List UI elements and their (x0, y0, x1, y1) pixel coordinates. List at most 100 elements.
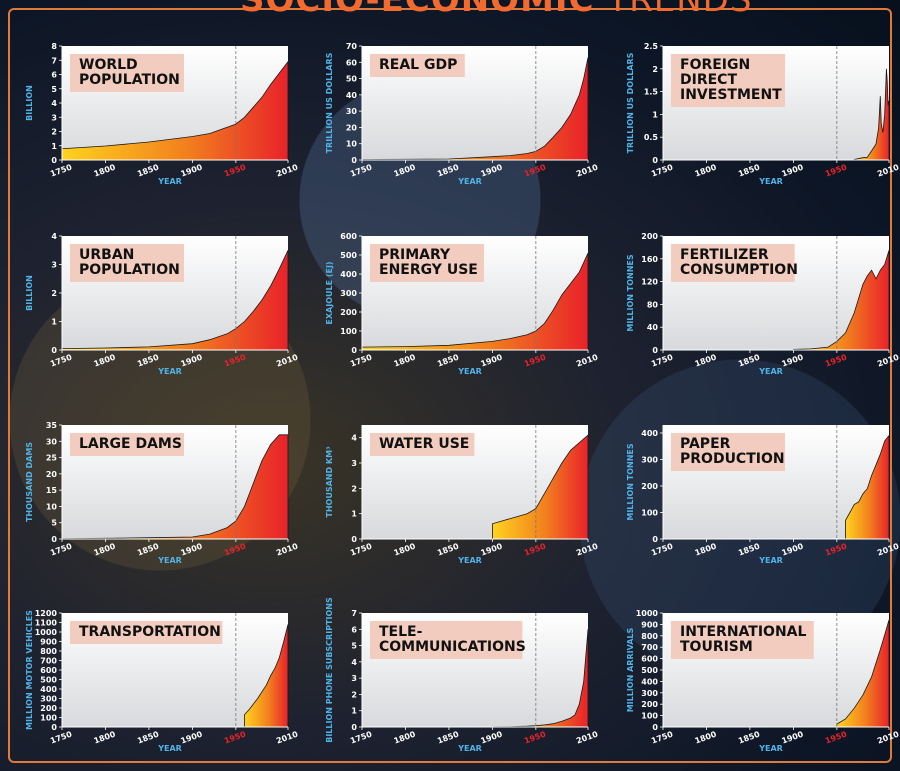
x-axis-label: YEAR (758, 556, 783, 565)
y-tick-label: 0 (652, 346, 658, 355)
y-tick-label: 2.5 (644, 42, 659, 51)
y-tick-label: 500 (340, 251, 357, 260)
y-tick-label: 3 (351, 674, 357, 683)
y-tick-label: 0 (652, 156, 658, 165)
frame-border (8, 8, 892, 763)
x-tick-label: 1950 (523, 352, 547, 368)
y-tick-label: 300 (340, 289, 357, 298)
x-axis-label: YEAR (758, 177, 783, 186)
y-tick-label: 800 (641, 632, 658, 641)
series-area (61, 434, 289, 540)
x-axis-label: YEAR (157, 744, 182, 753)
x-tick-label: 1800 (93, 162, 117, 178)
x-tick-label: 1900 (781, 162, 805, 178)
x-tick-label: 1850 (737, 541, 761, 557)
y-tick-label: 0 (652, 535, 658, 544)
x-tick-label: 1800 (393, 729, 417, 745)
chart-title-line: DIRECT (680, 72, 737, 88)
x-tick-label: 1850 (436, 729, 460, 745)
chart-title: PRIMARY ENERGY USE (379, 247, 478, 278)
y-tick-label: 600 (641, 655, 658, 664)
y-tick-label: 100 (340, 327, 357, 336)
x-tick-label: 1950 (824, 729, 848, 745)
y-tick-label: 20 (46, 470, 58, 479)
y-tick-label: 0 (51, 156, 57, 165)
y-axis-label: TRILLION US DOLLARS (626, 52, 635, 153)
x-tick-label: 1850 (737, 162, 761, 178)
chart-title: FOREIGN DIRECT INVESTMENT (680, 57, 782, 103)
y-tick-label: 1 (351, 707, 357, 716)
x-tick-label: 1800 (93, 729, 117, 745)
y-tick-label: 200 (40, 704, 57, 713)
series-area (361, 252, 589, 351)
chart-title-line: TELE- (379, 624, 423, 640)
chart-title-box (671, 621, 814, 659)
x-tick-label: 1900 (180, 162, 204, 178)
y-tick-label: 160 (641, 255, 658, 264)
y-tick-label: 0.5 (644, 133, 659, 142)
x-tick-label: 1900 (180, 352, 204, 368)
y-tick-label: 1000 (636, 609, 659, 618)
x-tick-label: 1950 (824, 352, 848, 368)
y-tick-label: 1 (51, 318, 57, 327)
y-tick-label: 2 (351, 690, 357, 699)
y-tick-label: 500 (641, 666, 658, 675)
y-tick-label: 300 (641, 689, 658, 698)
y-tick-label: 15 (46, 486, 58, 495)
y-tick-label: 1200 (35, 609, 58, 618)
chart-title-box (370, 433, 475, 456)
chart-title-line: COMMUNICATIONS (379, 639, 526, 655)
series-area (61, 250, 289, 351)
y-tick-label: 200 (641, 700, 658, 709)
x-tick-label: 1850 (737, 729, 761, 745)
y-tick-label: 400 (340, 270, 357, 279)
y-axis-label: THOUSAND KM³ (325, 446, 334, 518)
y-tick-label: 7 (51, 56, 57, 65)
y-tick-label: 0 (51, 723, 57, 732)
y-axis-label: MILLION TONNES (626, 254, 635, 332)
x-axis-label: YEAR (157, 177, 182, 186)
x-tick-label: 1850 (136, 162, 160, 178)
x-tick-label: 1900 (480, 541, 504, 557)
x-tick-label: 2010 (876, 162, 900, 178)
y-tick-label: 120 (641, 278, 658, 287)
chart-title-line: INVESTMENT (680, 87, 782, 103)
y-tick-label: 2 (652, 65, 658, 74)
y-tick-label: 0 (351, 535, 357, 544)
chart-panel: 0100200300400500600700800900100011001200… (25, 609, 300, 753)
x-tick-label: 2010 (876, 729, 900, 745)
y-tick-label: 10 (46, 502, 58, 511)
x-tick-label: 2010 (575, 162, 599, 178)
y-tick-label: 2 (51, 289, 57, 298)
y-tick-label: 200 (340, 308, 357, 317)
y-tick-label: 0 (51, 346, 57, 355)
y-tick-label: 1.5 (644, 88, 659, 97)
y-tick-label: 40 (647, 323, 659, 332)
x-tick-label: 1850 (436, 162, 460, 178)
chart-title-line: POPULATION (79, 72, 180, 88)
x-axis-label: YEAR (157, 367, 182, 376)
chart-title-line: CONSUMPTION (680, 262, 798, 278)
y-axis-label: TRILLION US DOLLARS (325, 52, 334, 153)
y-tick-label: 25 (46, 454, 58, 463)
y-axis-label: BILLION PHONE SUBSCRIPTIONS (325, 597, 334, 743)
y-tick-label: 1 (652, 110, 658, 119)
x-tick-label: 1800 (393, 352, 417, 368)
x-tick-label: 1950 (824, 541, 848, 557)
page-title: SOCIO-ECONOMIC TRENDS (230, 0, 762, 20)
chart-title-line: POPULATION (79, 262, 180, 278)
y-tick-label: 4 (351, 434, 357, 443)
x-axis-label: YEAR (457, 367, 482, 376)
y-tick-label: 1100 (35, 619, 58, 628)
y-tick-label: 40 (346, 91, 358, 100)
y-tick-label: 3 (351, 459, 357, 468)
page-title-bold: SOCIO-ECONOMIC (240, 0, 595, 20)
y-tick-label: 600 (340, 232, 357, 241)
x-tick-label: 1800 (694, 162, 718, 178)
chart-title-line: FOREIGN (680, 57, 750, 73)
